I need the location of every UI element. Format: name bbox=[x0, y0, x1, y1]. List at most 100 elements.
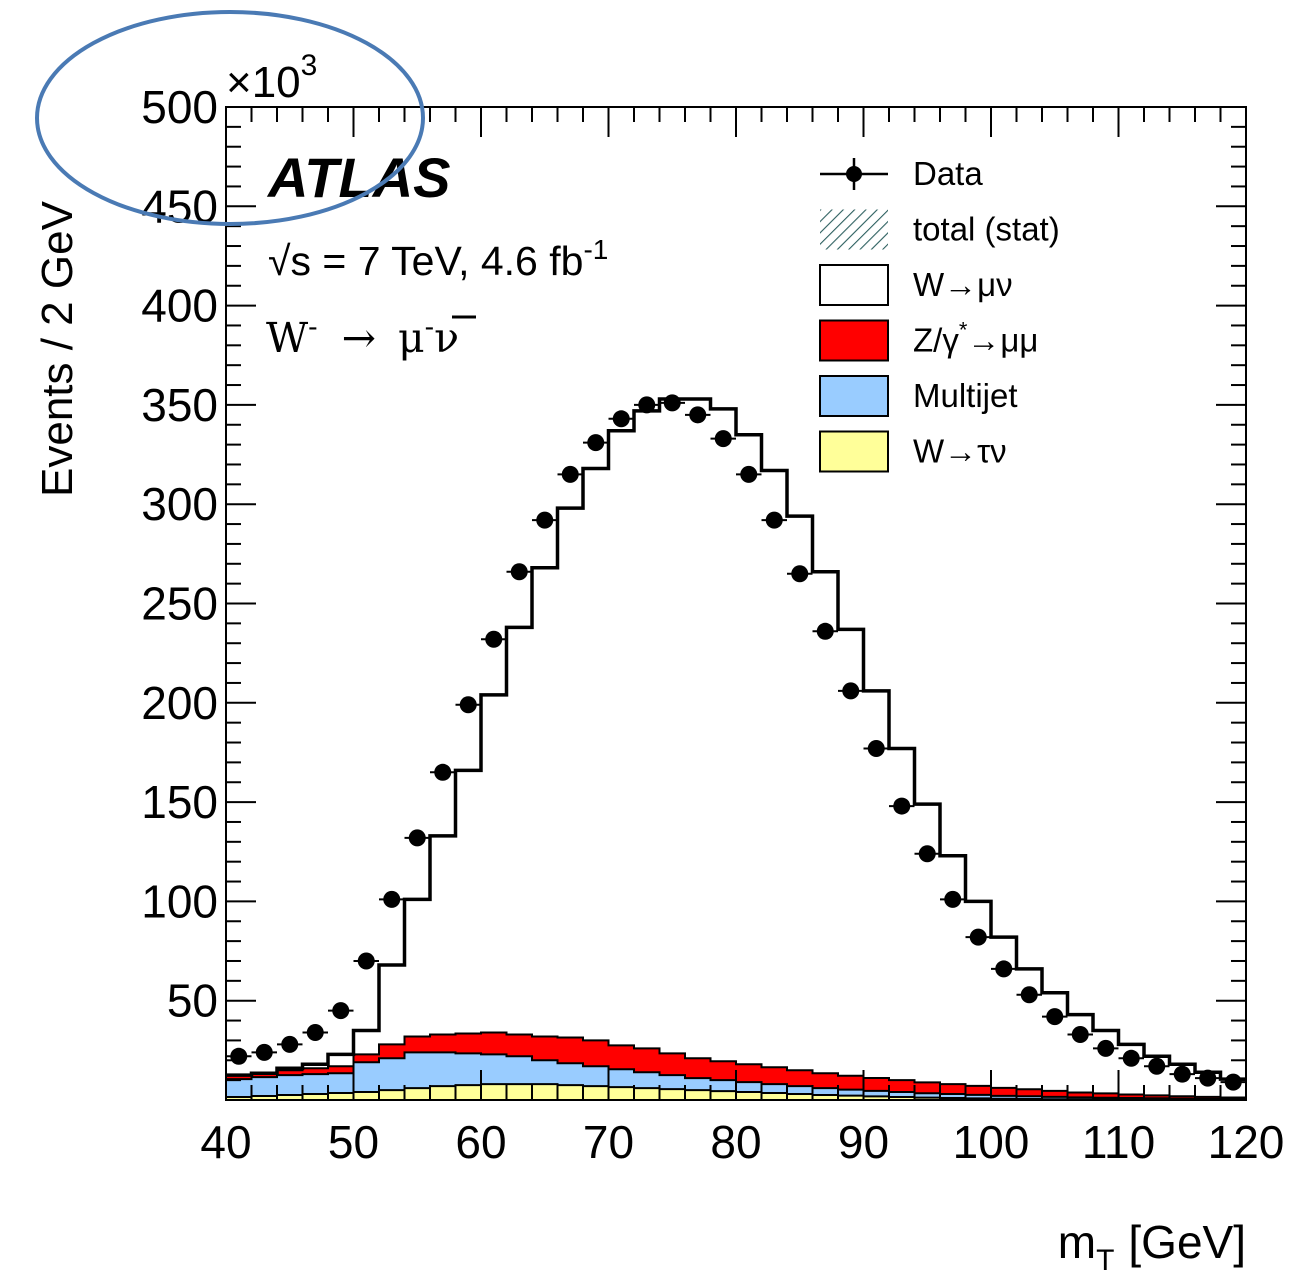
x-tick-label: 90 bbox=[838, 1116, 889, 1168]
annotation-ellipse bbox=[35, 10, 425, 226]
y-tick-label: 350 bbox=[141, 379, 218, 431]
legend-swatch bbox=[819, 430, 889, 473]
data-point bbox=[1148, 1057, 1166, 1075]
y-tick-label: 150 bbox=[141, 776, 218, 828]
y-tick-label: 200 bbox=[141, 677, 218, 729]
legend-label: Data bbox=[913, 155, 983, 192]
legend-swatch bbox=[819, 264, 889, 306]
data-point bbox=[536, 511, 554, 529]
x-title-main: m bbox=[1058, 1216, 1096, 1268]
data-points bbox=[226, 394, 1246, 1091]
data-point bbox=[510, 563, 528, 581]
data-point bbox=[281, 1035, 299, 1053]
data-point bbox=[306, 1023, 324, 1041]
channel-lepton: μ bbox=[398, 314, 425, 362]
atlas-label: ATLAS bbox=[266, 146, 451, 209]
legend-data-marker bbox=[846, 166, 862, 182]
x-tick-label: 50 bbox=[328, 1116, 379, 1168]
energy-lumi-label: √s = 7 TeV, 4.6 fb-1 bbox=[268, 234, 608, 284]
y-tick-label: 400 bbox=[141, 280, 218, 332]
x-tick-label: 100 bbox=[953, 1116, 1030, 1168]
stacked-fills bbox=[225, 397, 1247, 1101]
y-tick-label: 100 bbox=[141, 875, 218, 927]
axes-labels: 40 50 60 70 80 90 100 110 120 50 100 150 200 250 300 35… bbox=[141, 81, 1284, 1168]
data-point bbox=[765, 511, 783, 529]
legend-label: W→τν bbox=[913, 433, 1007, 470]
data-point bbox=[1020, 986, 1038, 1004]
channel-arrow: → bbox=[342, 314, 376, 362]
data-point bbox=[332, 1002, 350, 1020]
x-title-sub: T bbox=[1096, 1244, 1114, 1277]
x-tick-label: 60 bbox=[455, 1116, 506, 1168]
data-point bbox=[1097, 1039, 1115, 1057]
y-tick-label: 300 bbox=[141, 478, 218, 530]
y-tick-label: 250 bbox=[141, 578, 218, 630]
lumi-exponent: -1 bbox=[583, 234, 608, 265]
x-tick-label: 120 bbox=[1208, 1116, 1285, 1168]
channel-boson-charge: - bbox=[308, 310, 317, 343]
data-point bbox=[357, 952, 375, 970]
multiplier-base: ×10 bbox=[226, 58, 301, 107]
data-point bbox=[893, 797, 911, 815]
data-point bbox=[638, 396, 656, 414]
data-point bbox=[842, 682, 860, 700]
data-point bbox=[459, 696, 477, 714]
x-tick-label: 110 bbox=[1082, 1116, 1155, 1168]
data-point bbox=[918, 845, 936, 863]
x-title-unit: [GeV] bbox=[1128, 1216, 1246, 1268]
data-point bbox=[1224, 1073, 1242, 1091]
channel-boson: W bbox=[266, 314, 309, 362]
channel-neutrino: ν bbox=[434, 314, 459, 362]
data-point bbox=[969, 928, 987, 946]
data-point bbox=[587, 434, 605, 452]
x-tick-label: 70 bbox=[583, 1116, 634, 1168]
data-point bbox=[816, 622, 834, 640]
legend-swatch bbox=[819, 319, 889, 362]
y-axis-multiplier: ×103 bbox=[226, 49, 317, 107]
data-point bbox=[434, 763, 452, 781]
energy-lumi-text: √s = 7 TeV, 4.6 fb bbox=[268, 238, 583, 284]
data-point bbox=[1173, 1065, 1191, 1083]
data-point bbox=[408, 829, 426, 847]
data-point bbox=[255, 1043, 273, 1061]
legend: Data total (stat) W→μν Z/γ*→μμ Multijet W→τν bbox=[819, 155, 1060, 473]
plot-frame bbox=[225, 106, 1247, 1101]
x-tick-label: 80 bbox=[710, 1116, 761, 1168]
data-point bbox=[485, 630, 503, 648]
data-point bbox=[740, 465, 758, 483]
data-point bbox=[714, 430, 732, 448]
data-point bbox=[1071, 1025, 1089, 1043]
data-point bbox=[383, 890, 401, 908]
data-point bbox=[791, 565, 809, 583]
y-tick-label: 50 bbox=[167, 975, 218, 1027]
data-point bbox=[612, 410, 630, 428]
legend-stat-hatch bbox=[820, 209, 888, 250]
y-axis-title: Events / 2 GeV bbox=[33, 200, 82, 497]
data-point bbox=[230, 1047, 248, 1065]
svg-text:mT[GeV]: mT [GeV] bbox=[1058, 1216, 1246, 1277]
multiplier-exponent: 3 bbox=[301, 49, 318, 82]
svg-text:W-→μ-ν: W- → μ-ν bbox=[266, 310, 459, 362]
data-point bbox=[944, 890, 962, 908]
svg-text:×103: ×103 bbox=[226, 49, 317, 107]
channel-label: W- → μ-ν bbox=[266, 310, 476, 362]
svg-text:√s = 7 TeV, 4.6 fb-1: √s = 7 TeV, 4.6 fb-1 bbox=[268, 234, 608, 284]
legend-label: W→μν bbox=[913, 266, 1013, 303]
x-axis-title: mT [GeV] bbox=[1058, 1216, 1246, 1277]
data-point bbox=[995, 960, 1013, 978]
channel-lepton-charge: - bbox=[425, 310, 434, 343]
y-tick-label: 500 bbox=[141, 81, 218, 133]
x-tick-label: 40 bbox=[200, 1116, 251, 1168]
data-point bbox=[561, 465, 579, 483]
data-point bbox=[663, 394, 681, 412]
legend-label: Multijet bbox=[913, 377, 1018, 414]
data-point bbox=[1199, 1069, 1217, 1087]
data-point bbox=[689, 406, 707, 424]
total-mc-outline bbox=[226, 397, 1246, 1081]
legend-swatch bbox=[819, 375, 889, 417]
data-point bbox=[1122, 1049, 1140, 1067]
data-point bbox=[1046, 1008, 1064, 1026]
legend-label: Z/γ*→μμ bbox=[913, 318, 1038, 359]
legend-label: total (stat) bbox=[913, 211, 1060, 248]
